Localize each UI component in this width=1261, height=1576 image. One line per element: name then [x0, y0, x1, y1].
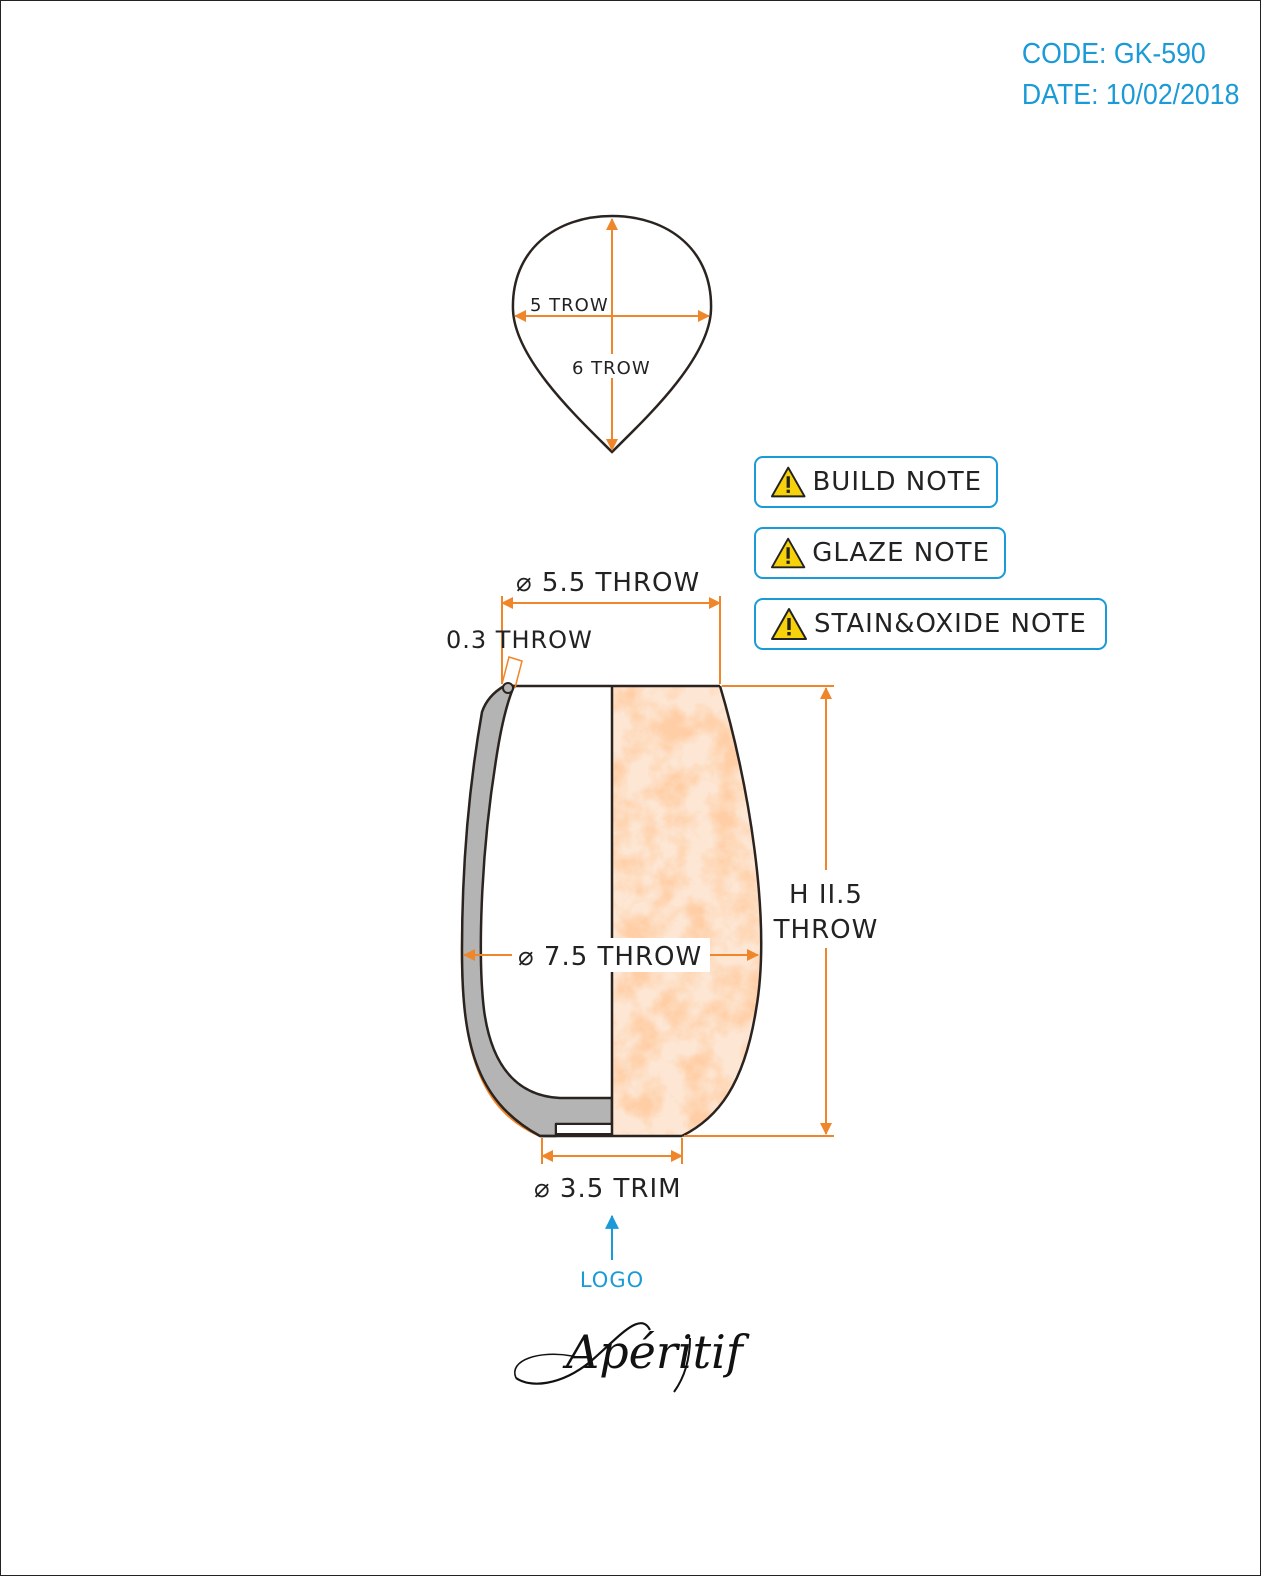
glaze-note-button[interactable]: GLAZE NOTE: [754, 527, 1006, 579]
height-label-line2: THROW: [773, 915, 879, 945]
logo-area: LOGO Apéritif: [513, 1214, 750, 1393]
build-note-label: BUILD NOTE: [812, 467, 982, 497]
wall-section: [460, 684, 614, 1138]
build-note-button[interactable]: BUILD NOTE: [754, 456, 998, 508]
warning-icon: [770, 537, 806, 569]
glaze-mottle-texture: [612, 686, 762, 1136]
max-diameter-label: ⌀ 7.5 THROW: [518, 942, 702, 972]
warning-icon: [770, 466, 806, 498]
header-meta: CODE: GK-590 DATE: 10/02/2018: [1021, 34, 1239, 116]
top-view-width-label: 5 TROW: [530, 295, 609, 316]
body-outline-right: [681, 685, 763, 1138]
stain-oxide-note-label: STAIN&OXIDE NOTE: [814, 609, 1087, 639]
brand-logo: Apéritif: [513, 1322, 750, 1393]
wall-thickness-indicator: [501, 656, 523, 689]
logo-label: LOGO: [580, 1268, 644, 1292]
product-code: CODE: GK-590: [1021, 38, 1206, 70]
foot-ring-cut: [555, 1123, 613, 1135]
stain-oxide-note-button[interactable]: STAIN&OXIDE NOTE: [754, 598, 1107, 650]
height-label-line1: H II.5: [789, 880, 863, 910]
top-diameter-label: ⌀ 5.5 THROW: [516, 568, 700, 598]
top-view: 5 TROW 6 TROW: [511, 214, 713, 454]
wall-thickness-label: 0.3 THROW: [446, 626, 593, 654]
dimensions: ⌀ 5.5 THROW 0.3 THROW ⌀ 7.5 THROW H II.5…: [446, 568, 878, 1204]
section-view: [460, 682, 763, 1138]
top-view-length-label: 6 TROW: [572, 358, 651, 379]
glaze-note-label: GLAZE NOTE: [812, 538, 990, 568]
logo-wordmark: Apéritif: [562, 1325, 750, 1379]
foot-diameter-label: ⌀ 3.5 TRIM: [534, 1174, 682, 1204]
drawing-date: DATE: 10/02/2018: [1021, 79, 1239, 111]
warning-icon: [771, 608, 807, 640]
